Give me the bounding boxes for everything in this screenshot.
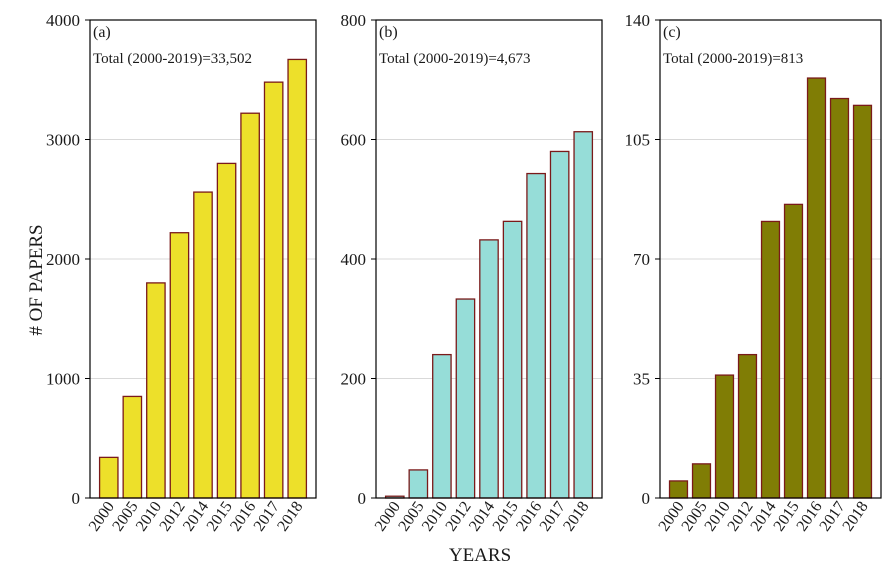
bar — [408, 469, 429, 499]
x-tick-label: 2017 — [537, 499, 569, 535]
panels: 0100020003000400020002005201020122014201… — [46, 11, 882, 535]
x-tick-label: 2000 — [372, 499, 404, 535]
x-tick-label: 2012 — [442, 499, 474, 535]
bar — [783, 203, 804, 499]
bar — [806, 77, 827, 499]
bar — [573, 131, 594, 499]
panel-label: (a) — [93, 24, 111, 41]
bar — [287, 58, 308, 499]
y-tick-label: 0 — [642, 489, 651, 508]
bar — [216, 162, 237, 499]
x-tick-label: 2005 — [395, 499, 427, 535]
bar — [691, 463, 712, 499]
x-tick-label: 2000 — [655, 499, 687, 535]
x-tick-label: 2015 — [204, 499, 236, 535]
bar — [852, 104, 873, 499]
y-tick-label: 3000 — [46, 131, 80, 150]
bar — [455, 298, 476, 499]
y-tick-label: 800 — [341, 11, 367, 30]
total-annotation: Total (2000-2019)=4,673 — [379, 51, 531, 67]
chart-panel: 0357010514020002005201020122014201520162… — [625, 11, 882, 535]
x-tick-label: 2016 — [513, 499, 545, 535]
y-tick-label: 0 — [358, 489, 367, 508]
bar — [829, 97, 850, 499]
y-tick-label: 2000 — [46, 250, 80, 269]
x-tick-label: 2015 — [490, 499, 522, 535]
x-tick-label: 2010 — [701, 499, 733, 535]
bar — [502, 220, 523, 499]
y-tick-label: 70 — [633, 250, 650, 269]
bar — [98, 456, 119, 499]
x-tick-label: 2010 — [419, 499, 451, 535]
bar — [549, 150, 570, 499]
y-tick-label: 105 — [625, 131, 651, 150]
x-tick-label: 2017 — [251, 499, 283, 535]
total-annotation: Total (2000-2019)=33,502 — [93, 51, 252, 67]
bar — [193, 191, 213, 499]
x-axis-title: YEARS — [449, 545, 511, 566]
y-tick-label: 35 — [633, 370, 650, 389]
y-tick-label: 400 — [341, 250, 367, 269]
bar — [526, 172, 546, 499]
x-tick-label: 2012 — [724, 499, 756, 535]
bar — [263, 81, 284, 499]
chart-panel: 0200400600800200020052010201220142015201… — [341, 11, 603, 535]
x-tick-label: 2016 — [793, 499, 825, 535]
y-tick-label: 4000 — [46, 11, 80, 30]
bar — [668, 480, 689, 499]
x-tick-label: 2014 — [747, 499, 779, 535]
y-tick-label: 600 — [341, 131, 367, 150]
bar — [737, 353, 758, 499]
x-tick-label: 2018 — [274, 499, 306, 535]
panel-label: (b) — [379, 24, 398, 41]
y-tick-label: 0 — [72, 489, 81, 508]
bar — [169, 232, 190, 499]
x-tick-label: 2017 — [816, 499, 848, 535]
y-tick-label: 140 — [625, 11, 651, 30]
bar — [240, 112, 260, 499]
x-tick-label: 2005 — [678, 499, 710, 535]
total-annotation: Total (2000-2019)=813 — [663, 51, 803, 67]
x-tick-label: 2014 — [180, 499, 212, 535]
x-tick-label: 2014 — [466, 499, 498, 535]
x-tick-label: 2018 — [839, 499, 871, 535]
x-tick-label: 2016 — [227, 499, 259, 535]
bar — [714, 374, 735, 499]
y-axis-title: # OF PAPERS — [26, 224, 47, 335]
x-tick-label: 2015 — [770, 499, 802, 535]
x-tick-label: 2005 — [109, 499, 141, 535]
panel-label: (c) — [663, 24, 681, 41]
bar — [760, 220, 781, 499]
bar — [479, 239, 499, 499]
x-tick-label: 2010 — [133, 499, 165, 535]
x-tick-label: 2018 — [560, 499, 592, 535]
bar — [432, 353, 452, 499]
y-tick-label: 1000 — [46, 370, 80, 389]
x-tick-label: 2012 — [156, 499, 188, 535]
chart-panel: 0100020003000400020002005201020122014201… — [46, 11, 317, 535]
bar — [122, 395, 143, 499]
bar — [146, 282, 166, 499]
y-tick-label: 200 — [341, 370, 367, 389]
x-tick-label: 2000 — [86, 499, 118, 535]
